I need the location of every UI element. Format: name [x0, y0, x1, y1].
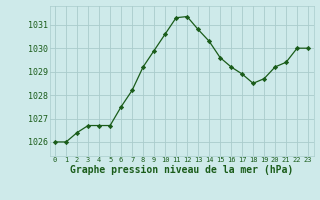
- X-axis label: Graphe pression niveau de la mer (hPa): Graphe pression niveau de la mer (hPa): [70, 165, 293, 175]
